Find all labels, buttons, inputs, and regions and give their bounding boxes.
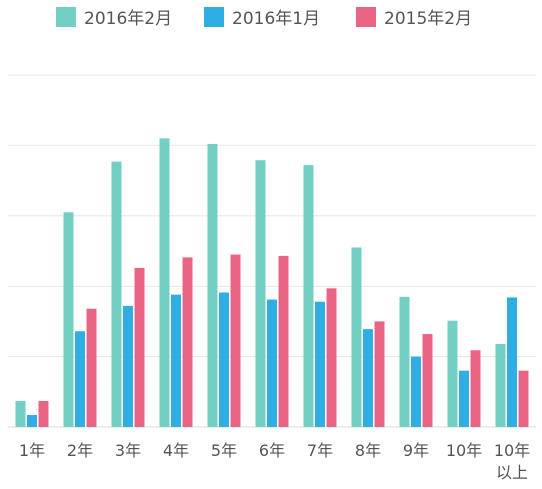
bar-series-3-category-3 <box>134 267 145 427</box>
bar-series-1-category-2 <box>63 212 74 427</box>
bar-series-3-category-2 <box>86 308 97 427</box>
x-tick-label: 5年 <box>211 441 237 460</box>
bar-series-1-category-8 <box>351 247 362 427</box>
x-tick-label: 10年以上 <box>494 441 530 482</box>
x-tick-label: 6年 <box>259 441 285 460</box>
bar-series-3-category-4 <box>182 257 193 427</box>
bar-series-1-category-5 <box>207 143 218 427</box>
x-tick-label: 7年 <box>307 441 333 460</box>
bars <box>15 138 529 428</box>
x-tick-label: 9年 <box>403 441 429 460</box>
bar-series-3-category-1 <box>38 400 49 427</box>
bar-series-2-category-1 <box>27 415 37 427</box>
x-tick-label: 10年 <box>446 441 482 460</box>
bar-series-1-category-10 <box>447 320 458 427</box>
bar-series-1-category-4 <box>159 138 170 428</box>
legend-swatch-series-3 <box>356 6 376 27</box>
bar-series-2-category-5 <box>219 292 229 427</box>
x-tick-label: 1年 <box>19 441 45 460</box>
bar-series-1-category-3 <box>111 161 122 428</box>
x-tick-label: 3年 <box>115 441 141 460</box>
bar-series-2-category-7 <box>315 301 325 427</box>
bar-series-2-category-4 <box>171 294 181 427</box>
legend-swatch-series-2 <box>204 6 224 27</box>
legend-item-series-2: 2016年1月 <box>204 4 320 29</box>
bar-series-3-category-6 <box>278 255 289 427</box>
bar-series-2-category-6 <box>267 299 277 427</box>
x-tick-label: 2年 <box>67 441 93 460</box>
legend-label-series-2: 2016年1月 <box>232 9 321 29</box>
legend-item-series-3: 2015年2月 <box>356 4 472 29</box>
bar-series-1-category-11 <box>495 343 506 427</box>
bar-series-1-category-7 <box>303 165 314 427</box>
bar-series-1-category-1 <box>15 400 26 427</box>
bar-series-2-category-11 <box>507 297 517 427</box>
bar-series-3-category-10 <box>470 350 481 427</box>
bar-series-2-category-3 <box>123 305 133 427</box>
x-tick-label: 8年 <box>355 441 381 460</box>
legend-label-series-1: 2016年2月 <box>84 9 173 29</box>
legend-label-series-3: 2015年2月 <box>384 9 473 29</box>
bar-series-2-category-2 <box>75 331 85 427</box>
x-axis-labels: 1年 2年 3年 4年 5年 6年 7年 8年 9年 10年 10年以上 <box>19 441 530 482</box>
bar-series-2-category-10 <box>459 370 469 427</box>
legend-swatch-series-1 <box>56 6 76 27</box>
bar-series-3-category-7 <box>326 288 337 427</box>
bar-series-3-category-11 <box>518 370 529 427</box>
bar-series-1-category-6 <box>255 160 266 427</box>
bar-series-1-category-9 <box>399 296 410 427</box>
bar-series-2-category-8 <box>363 329 373 427</box>
legend-item-series-1: 2016年2月 <box>56 4 172 29</box>
bar-series-2-category-9 <box>411 356 421 427</box>
chart-legend: 2016年2月 2016年1月 2015年2月 <box>0 4 542 30</box>
bar-series-3-category-9 <box>422 334 433 427</box>
x-tick-label: 4年 <box>163 441 189 460</box>
bar-series-3-category-8 <box>374 321 385 427</box>
bar-series-3-category-5 <box>230 254 241 427</box>
